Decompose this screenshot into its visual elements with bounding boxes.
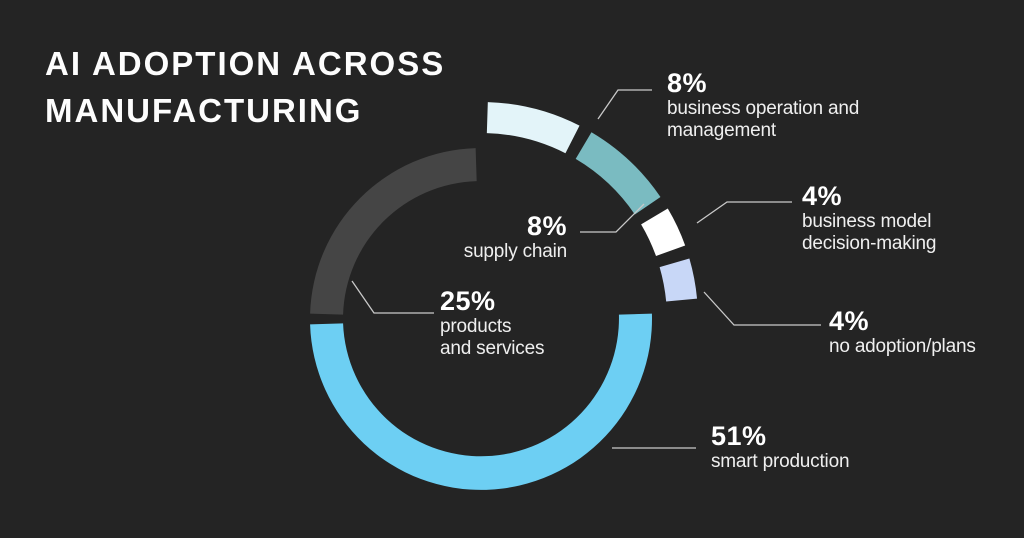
- text-no-adoption-line1: no adoption/plans: [829, 336, 976, 357]
- pct-business-operation: 8%: [667, 68, 708, 98]
- label-business-model: 4% business model decision-making: [802, 181, 936, 254]
- page-title: AI ADOPTION ACROSS MANUFACTURING: [45, 40, 445, 134]
- segment-no-adoption: [659, 258, 698, 302]
- text-business-model-line2: decision-making: [802, 232, 937, 254]
- segment-business-operation: [486, 102, 580, 154]
- segment-smart-production: [310, 313, 653, 490]
- segment-supply-chain: [575, 132, 661, 215]
- pct-smart-production: 51%: [711, 421, 767, 451]
- pct-no-adoption: 4%: [829, 306, 870, 336]
- leader-business-operation: [597, 89, 652, 120]
- label-no-adoption: 4% no adoption/plans: [829, 306, 976, 358]
- text-smart-production-line1: smart production: [711, 451, 850, 472]
- text-products-services-line1: products: [440, 316, 512, 337]
- text-business-operation-line1: business operation and: [667, 98, 860, 119]
- text-products-services-line2: and services: [440, 337, 545, 359]
- label-smart-production: 51% smart production: [711, 421, 850, 473]
- leader-products-services: [351, 280, 434, 314]
- leader-business-model: [696, 201, 792, 224]
- pct-products-services: 25%: [440, 286, 496, 316]
- segment-business-model: [641, 208, 686, 256]
- leader-no-adoption: [703, 291, 821, 326]
- text-business-model-line1: business model: [802, 211, 932, 232]
- segment-products-services: [310, 148, 477, 315]
- page-title-line1: AI ADOPTION ACROSS: [45, 45, 446, 82]
- leader-supply-chain: [580, 203, 645, 233]
- text-supply-chain-line1: supply chain: [463, 241, 567, 262]
- page-title-line2: MANUFACTURING: [45, 92, 363, 129]
- label-business-operation: 8% business operation and management: [667, 68, 859, 141]
- label-products-services: 25% products and services: [440, 286, 544, 359]
- pct-supply-chain: 8%: [526, 211, 567, 241]
- text-business-operation-line2: management: [667, 119, 776, 141]
- pct-business-model: 4%: [802, 181, 843, 211]
- label-supply-chain: 8% supply chain: [464, 211, 567, 263]
